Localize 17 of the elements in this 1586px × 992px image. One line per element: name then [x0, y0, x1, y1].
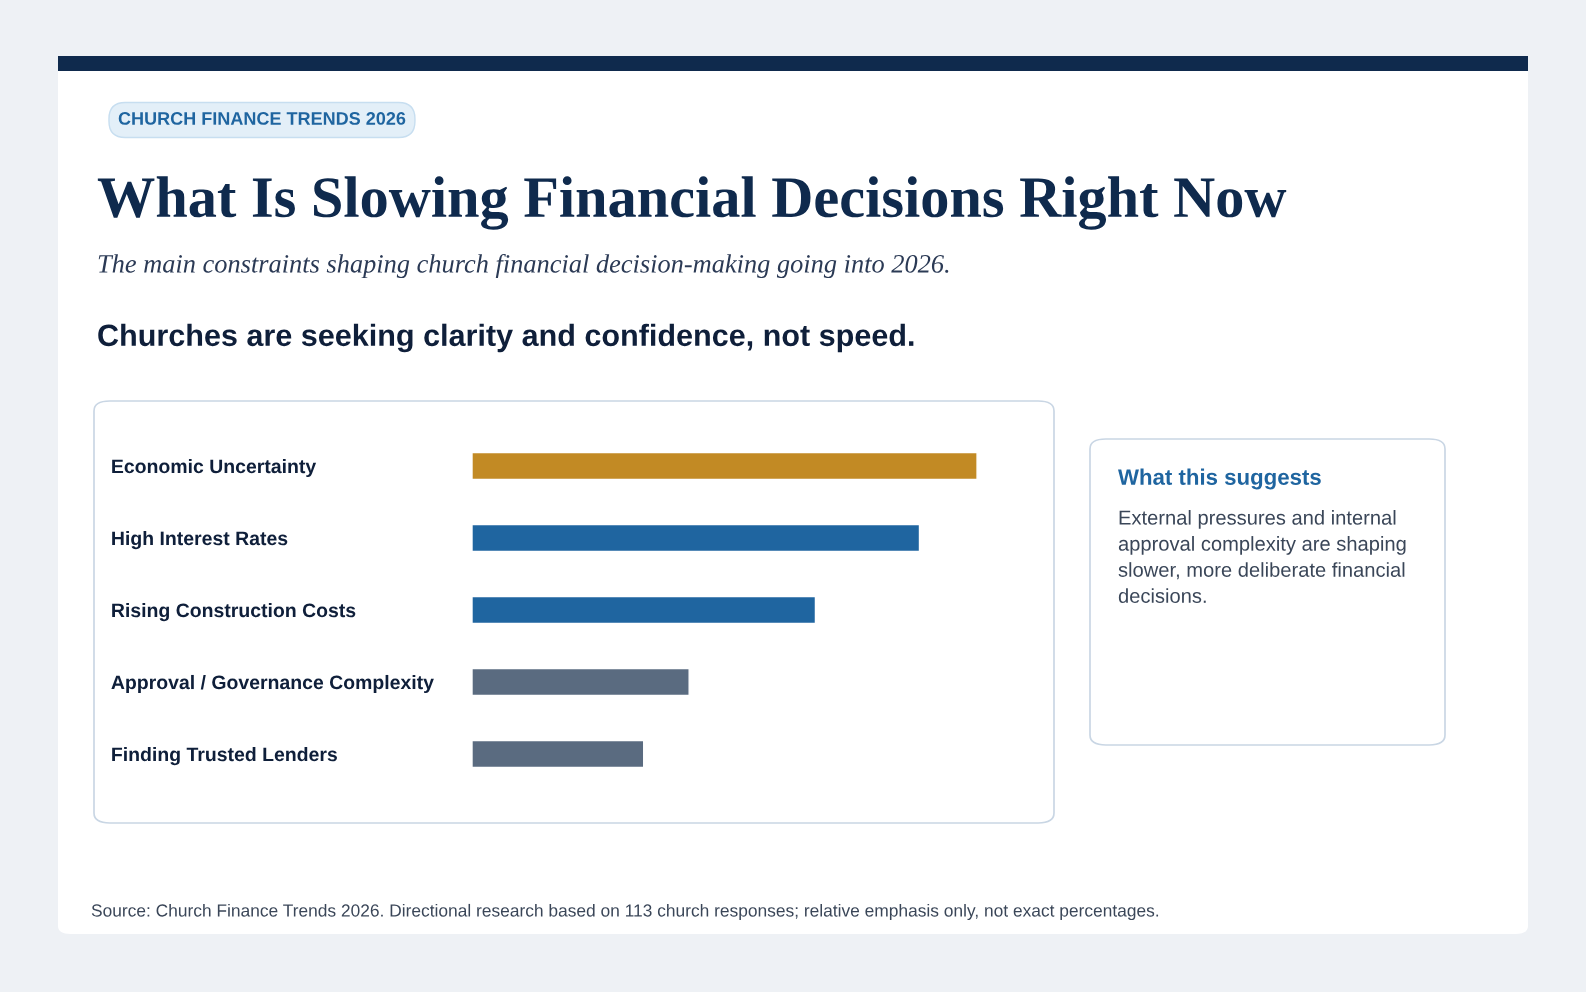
- bar: [472, 595, 817, 625]
- chart-title: What Is Slowing Financial Decisions Right Now: [97, 176, 1287, 230]
- bar: [472, 523, 921, 553]
- text: CHURCH FINANCE TRENDS 2026: [118, 112, 406, 125]
- y-tick-label: Approval / Governance Complexity: [111, 674, 434, 694]
- y-tick-label: Economic Uncertainty: [112, 458, 317, 478]
- bar: [472, 451, 978, 481]
- y-tick-label: High Interest Rates: [112, 530, 288, 550]
- text: External pressures and internal approval complexity are shaping slower, more deliberate financial decisions.: [1118, 510, 1406, 603]
- bar: [472, 739, 645, 769]
- source-note: Source: Church Finance Trends 2026. Directional research based on 113 church responses; relative emphasis only, not exact percentages.: [91, 903, 1159, 921]
- y-tick-label: Finding Trusted Lenders: [112, 746, 337, 766]
- y-tick-label: Rising Construction Costs: [112, 602, 356, 622]
- bar: [472, 667, 690, 697]
- text: What this suggests: [1118, 468, 1321, 490]
- chart-subtitle: The main constraints shaping church financial decision-making going into 2026.: [98, 253, 949, 279]
- text: Churches are seeking clarity and confidence, not speed.: [98, 323, 914, 353]
